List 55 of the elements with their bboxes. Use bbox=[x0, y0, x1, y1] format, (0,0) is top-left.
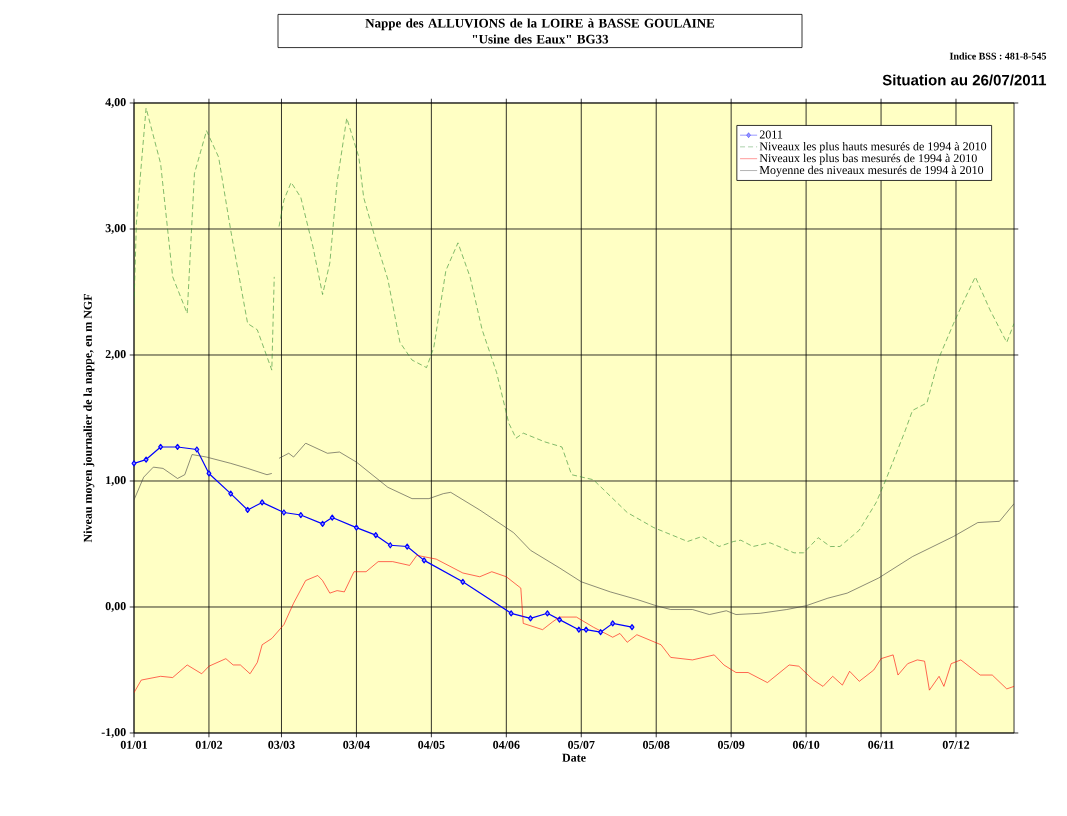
point bbox=[206, 470, 212, 477]
x-tick-label: 05/08 bbox=[643, 740, 670, 749]
point bbox=[528, 615, 533, 622]
point bbox=[143, 456, 149, 463]
point bbox=[421, 557, 427, 564]
y-tick-label: 3,00 bbox=[105, 224, 126, 234]
x-tick-label: 05/07 bbox=[568, 740, 595, 749]
x-tick-label: 01/02 bbox=[195, 740, 223, 749]
point bbox=[629, 624, 635, 631]
point bbox=[281, 509, 287, 516]
legend-label: Niveaux les plus bas mesurés de 1994 à 2010 bbox=[759, 153, 977, 165]
y-tick-label: 1,00 bbox=[106, 476, 126, 486]
point bbox=[320, 520, 326, 527]
legend-label: Moyenne des niveaux mesurés de 1994 à 2010 bbox=[759, 165, 984, 177]
point bbox=[194, 446, 200, 453]
y-axis-title: Niveau moyen journalier de la nappe, en m NGF bbox=[83, 294, 95, 543]
point bbox=[576, 626, 582, 633]
y-tick-label: -1,00 bbox=[101, 728, 126, 738]
point bbox=[131, 460, 137, 467]
point bbox=[460, 578, 466, 585]
point bbox=[387, 542, 393, 549]
legend-label: Niveaux les plus hauts mesurés de 1994 à 2010 bbox=[759, 141, 987, 153]
point bbox=[329, 514, 335, 521]
point bbox=[373, 532, 379, 539]
y-tick-label: 4,00 bbox=[105, 98, 126, 108]
x-tick-label: 01/01 bbox=[120, 740, 148, 749]
y-tick-label: 0,00 bbox=[105, 602, 126, 612]
x-axis-title: Date bbox=[562, 753, 586, 762]
x-tick-label: 07/12 bbox=[942, 740, 970, 749]
point bbox=[610, 620, 616, 627]
point bbox=[259, 499, 265, 506]
text: Indice BSS : 481-8-545 bbox=[949, 52, 1047, 60]
point bbox=[404, 543, 410, 550]
legend-label: 2011 bbox=[759, 130, 783, 139]
point bbox=[158, 443, 164, 451]
point bbox=[544, 610, 550, 617]
point bbox=[557, 616, 562, 623]
chart-title: Nappe des ALLUVIONS de la LOIRE à BASSE GOULAINE bbox=[365, 18, 715, 31]
chart-subtitle: "Usine des Eaux" BG33 bbox=[472, 34, 609, 44]
point bbox=[298, 511, 304, 519]
point bbox=[583, 626, 589, 633]
point bbox=[508, 610, 514, 617]
text: Situation au 26/07/2011 bbox=[882, 74, 1047, 86]
x-tick-label: 04/05 bbox=[418, 740, 445, 749]
x-tick-label: 06/10 bbox=[792, 740, 820, 749]
x-tick-label: 03/04 bbox=[343, 740, 370, 749]
point bbox=[245, 506, 251, 514]
point bbox=[353, 524, 359, 531]
x-tick-label: 03/03 bbox=[268, 740, 295, 749]
point bbox=[228, 490, 234, 497]
x-tick-label: 05/09 bbox=[717, 740, 745, 749]
x-tick-label: 06/11 bbox=[868, 740, 894, 749]
point bbox=[598, 629, 604, 636]
y-tick-label: 2,00 bbox=[105, 350, 126, 360]
x-tick-label: 04/06 bbox=[493, 740, 520, 749]
